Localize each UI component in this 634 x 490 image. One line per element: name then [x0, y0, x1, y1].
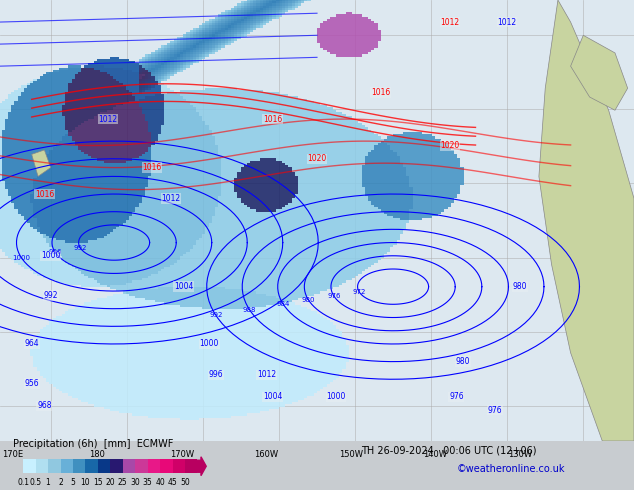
Text: 170W: 170W: [170, 450, 194, 459]
Text: 15: 15: [93, 478, 103, 487]
Text: 964: 964: [24, 340, 39, 348]
Text: 984: 984: [276, 301, 290, 307]
Text: 1012: 1012: [441, 18, 460, 26]
Text: 35: 35: [143, 478, 153, 487]
Text: 30: 30: [131, 478, 140, 487]
Text: 1012: 1012: [162, 194, 181, 203]
Text: 1000: 1000: [327, 392, 346, 401]
Text: 150W: 150W: [339, 450, 363, 459]
Polygon shape: [571, 35, 628, 110]
Bar: [23, 460, 36, 473]
Text: 180: 180: [89, 450, 105, 459]
Text: 45: 45: [168, 478, 178, 487]
Bar: [135, 460, 148, 473]
Text: 956: 956: [24, 379, 39, 388]
Text: 992: 992: [209, 312, 223, 318]
Text: 972: 972: [353, 289, 366, 295]
Text: 1012: 1012: [257, 370, 276, 379]
Text: 1016: 1016: [263, 115, 282, 123]
Text: 10: 10: [81, 478, 90, 487]
Text: 976: 976: [327, 293, 340, 299]
Bar: [48, 460, 60, 473]
Text: 170E: 170E: [2, 450, 23, 459]
Polygon shape: [32, 150, 51, 176]
Text: 1000: 1000: [12, 254, 30, 261]
Text: 0.5: 0.5: [30, 478, 42, 487]
Text: 25: 25: [118, 478, 127, 487]
Text: 50: 50: [180, 478, 190, 487]
Text: ©weatheronline.co.uk: ©weatheronline.co.uk: [457, 464, 566, 474]
Text: 1: 1: [46, 478, 51, 487]
Text: 140W: 140W: [424, 450, 448, 459]
Text: 1012: 1012: [498, 18, 517, 26]
Text: 1012: 1012: [98, 115, 117, 123]
Text: 976: 976: [487, 406, 502, 415]
Bar: [73, 460, 86, 473]
Text: 988: 988: [243, 307, 256, 313]
Bar: [36, 460, 48, 473]
Bar: [172, 460, 185, 473]
Text: 980: 980: [513, 282, 527, 291]
Text: 1016: 1016: [143, 163, 162, 172]
Text: Precipitation (6h)  [mm]  ECMWF: Precipitation (6h) [mm] ECMWF: [13, 439, 173, 449]
Text: 1000: 1000: [41, 251, 60, 260]
Text: 996: 996: [208, 370, 223, 379]
Text: 968: 968: [37, 401, 51, 410]
Bar: [160, 460, 172, 473]
Text: 130W: 130W: [508, 450, 532, 459]
Text: 1004: 1004: [174, 282, 193, 291]
Text: 2: 2: [58, 478, 63, 487]
Text: 1004: 1004: [263, 392, 282, 401]
Bar: [86, 460, 98, 473]
Text: 996: 996: [48, 249, 61, 255]
Text: 1020: 1020: [441, 141, 460, 150]
Text: 1016: 1016: [371, 88, 390, 97]
FancyArrow shape: [196, 457, 206, 476]
Text: 992: 992: [74, 245, 87, 251]
Bar: [123, 460, 135, 473]
Text: 980: 980: [456, 357, 470, 366]
Text: 1020: 1020: [307, 154, 327, 163]
Text: 980: 980: [302, 297, 315, 303]
Text: 20: 20: [105, 478, 115, 487]
Text: 1000: 1000: [200, 340, 219, 348]
Text: TH 26-09-2024   00:06 UTC (12+06): TH 26-09-2024 00:06 UTC (12+06): [361, 445, 537, 455]
Text: 160W: 160W: [254, 450, 278, 459]
Bar: [60, 460, 73, 473]
Text: 976: 976: [449, 392, 464, 401]
Polygon shape: [539, 0, 634, 441]
Text: 5: 5: [70, 478, 75, 487]
Text: 0.1: 0.1: [17, 478, 29, 487]
Text: 1016: 1016: [35, 190, 54, 198]
Bar: [110, 460, 123, 473]
Bar: [98, 460, 110, 473]
Text: 40: 40: [155, 478, 165, 487]
Bar: [185, 460, 197, 473]
Bar: [148, 460, 160, 473]
Text: 992: 992: [44, 291, 58, 300]
